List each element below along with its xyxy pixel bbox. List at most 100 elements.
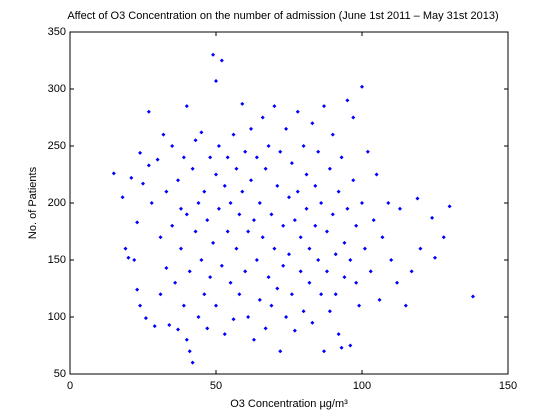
point <box>266 144 271 148</box>
point <box>310 320 315 325</box>
point <box>295 189 300 194</box>
point <box>380 235 385 240</box>
point <box>354 280 359 285</box>
x-tick-label: 0 <box>67 380 73 392</box>
point <box>278 349 283 354</box>
point <box>433 255 437 260</box>
point <box>222 183 227 188</box>
x-axis-label: O3 Concentration µg/m³ <box>230 398 348 410</box>
point <box>178 206 183 211</box>
point <box>362 246 367 251</box>
point <box>360 84 364 89</box>
point <box>216 144 221 148</box>
point <box>333 292 338 297</box>
point <box>403 303 408 308</box>
point <box>287 195 291 200</box>
point <box>178 246 183 251</box>
point <box>199 130 204 135</box>
point <box>269 212 274 217</box>
point <box>158 292 163 297</box>
point <box>225 229 230 234</box>
point <box>135 220 140 225</box>
point <box>219 58 224 63</box>
point <box>313 183 318 188</box>
point <box>316 258 321 262</box>
point <box>272 246 277 251</box>
point <box>190 360 195 365</box>
point <box>307 280 312 285</box>
point <box>214 79 218 84</box>
point <box>386 201 391 205</box>
point <box>146 163 151 168</box>
point <box>307 246 312 251</box>
point <box>152 324 157 329</box>
point <box>143 316 148 321</box>
point <box>371 218 376 223</box>
point <box>231 132 236 137</box>
point <box>298 235 303 240</box>
point <box>202 189 207 194</box>
point <box>272 104 277 109</box>
point <box>193 229 198 234</box>
point <box>214 172 218 177</box>
point <box>441 235 446 240</box>
point <box>205 218 210 223</box>
point <box>313 223 318 228</box>
point <box>447 204 452 209</box>
point <box>330 212 335 217</box>
point <box>301 309 306 314</box>
y-axis-label: No. of Patients <box>27 166 39 239</box>
point <box>263 166 268 171</box>
point <box>222 332 227 337</box>
point <box>304 206 309 211</box>
point <box>342 275 347 280</box>
point <box>324 269 329 274</box>
point <box>281 263 286 268</box>
y-tick-label: 50 <box>54 368 66 380</box>
point <box>418 246 423 251</box>
point <box>397 206 402 211</box>
point <box>351 178 356 183</box>
point <box>243 269 248 274</box>
point <box>181 303 186 308</box>
point <box>126 255 131 260</box>
point <box>176 178 181 183</box>
point <box>219 263 224 268</box>
point <box>205 326 210 331</box>
point <box>287 252 291 257</box>
point <box>132 258 137 262</box>
point <box>211 240 216 245</box>
point <box>336 189 341 194</box>
point <box>184 337 189 342</box>
point <box>354 223 359 228</box>
point <box>275 183 280 188</box>
point <box>281 223 286 228</box>
y-tick-label: 150 <box>48 254 66 266</box>
point <box>146 109 151 114</box>
point <box>184 212 189 217</box>
point <box>278 149 283 154</box>
point <box>351 115 356 120</box>
point <box>348 343 353 348</box>
point <box>208 275 213 280</box>
point <box>196 201 201 205</box>
point <box>251 218 256 223</box>
point <box>415 196 420 201</box>
point <box>266 275 271 280</box>
point <box>196 315 201 319</box>
point <box>170 223 175 228</box>
point <box>123 246 128 251</box>
point <box>263 326 268 331</box>
x-tick-label: 100 <box>353 380 371 392</box>
point <box>322 349 327 354</box>
point <box>289 292 294 297</box>
point <box>240 101 245 106</box>
point <box>214 303 218 308</box>
point <box>167 322 172 327</box>
y-tick-label: 200 <box>48 197 66 209</box>
point <box>284 315 289 319</box>
x-tick-label: 50 <box>210 380 222 392</box>
x-tick-label: 150 <box>499 380 517 392</box>
point <box>243 149 248 154</box>
